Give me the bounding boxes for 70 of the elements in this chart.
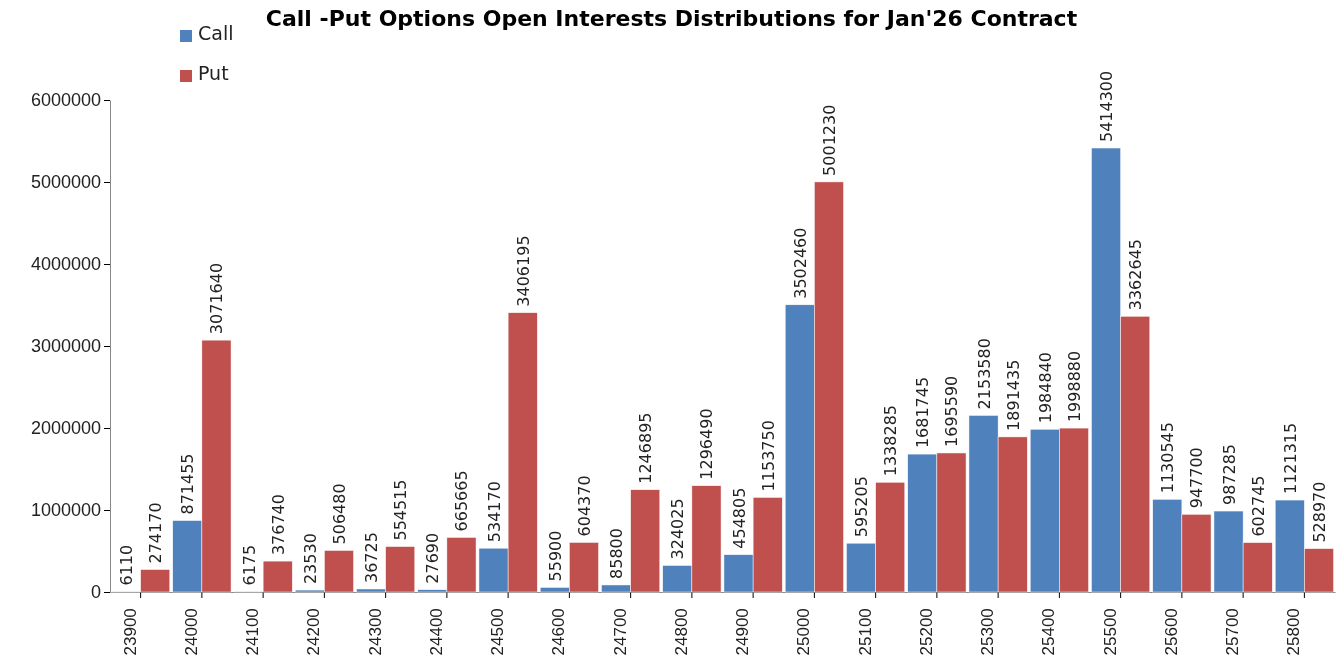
data-label: 376740 bbox=[268, 494, 288, 556]
data-label: 1246895 bbox=[636, 412, 656, 484]
y-tick-label: 4000000 bbox=[30, 254, 101, 275]
data-label: 871455 bbox=[178, 453, 198, 515]
y-tick-label: 3000000 bbox=[30, 336, 101, 357]
x-tick-label: 24900 bbox=[733, 608, 753, 656]
data-label: 1338285 bbox=[881, 404, 901, 477]
data-label: 1984840 bbox=[1035, 351, 1055, 424]
x-tick-label: 24300 bbox=[365, 608, 385, 656]
x-tick-label: 24400 bbox=[426, 608, 446, 656]
x-tick-label: 24700 bbox=[610, 608, 630, 656]
data-label: 2153580 bbox=[974, 338, 994, 410]
data-label: 36725 bbox=[362, 532, 382, 583]
data-label: 554515 bbox=[391, 479, 411, 541]
data-label: 1121315 bbox=[1280, 422, 1300, 495]
x-tick-label: 25300 bbox=[978, 608, 998, 656]
x-tick-label: 24200 bbox=[304, 608, 324, 656]
x-tick-label: 25800 bbox=[1284, 608, 1304, 656]
data-label: 5001230 bbox=[819, 104, 839, 176]
x-tick-label: 24000 bbox=[181, 608, 201, 656]
data-label: 947700 bbox=[1187, 447, 1207, 509]
y-tick-label: 2000000 bbox=[30, 418, 101, 439]
x-tick-label: 25000 bbox=[794, 608, 814, 656]
data-label: 987285 bbox=[1219, 443, 1239, 506]
data-label: 324025 bbox=[668, 498, 688, 560]
data-label: 23530 bbox=[300, 533, 320, 585]
data-label: 6175 bbox=[239, 544, 259, 586]
data-label: 665665 bbox=[452, 470, 472, 532]
data-label: 27690 bbox=[423, 532, 443, 584]
data-label: 1998880 bbox=[1064, 350, 1084, 423]
data-label: 454805 bbox=[729, 487, 749, 549]
x-tick-label: 24600 bbox=[549, 608, 569, 656]
y-tick-label: 0 bbox=[90, 582, 101, 603]
data-label: 1681745 bbox=[913, 376, 933, 449]
y-tick-label: 5000000 bbox=[30, 172, 101, 193]
data-label: 85800 bbox=[607, 528, 627, 579]
chart-title: Call -Put Options Open Interests Distributions for Jan'26 Contract bbox=[265, 6, 1078, 31]
data-label: 595205 bbox=[852, 476, 872, 538]
data-label: 506480 bbox=[329, 483, 349, 545]
x-tick-label: 24500 bbox=[488, 608, 508, 656]
x-tick-label: 25600 bbox=[1161, 608, 1181, 656]
x-tick-label: 25200 bbox=[916, 608, 936, 656]
x-tick-label: 25100 bbox=[855, 608, 875, 656]
data-label: 55900 bbox=[545, 530, 565, 582]
data-label: 3362645 bbox=[1126, 239, 1146, 311]
data-label: 3406195 bbox=[513, 235, 533, 307]
legend-label: Call bbox=[198, 22, 234, 44]
x-tick-label: 24100 bbox=[243, 608, 263, 656]
data-label: 1130545 bbox=[1158, 422, 1178, 494]
legend-label: Put bbox=[198, 62, 229, 84]
data-label: 274170 bbox=[146, 502, 166, 564]
data-label: 604370 bbox=[574, 475, 594, 537]
x-tick-label: 24800 bbox=[671, 608, 691, 656]
y-tick-label: 6000000 bbox=[30, 90, 101, 111]
data-label: 3502460 bbox=[790, 227, 810, 299]
x-tick-label: 25500 bbox=[1100, 608, 1120, 656]
data-label: 1153750 bbox=[758, 420, 778, 492]
x-tick-label: 25400 bbox=[1039, 608, 1059, 656]
data-label: 534170 bbox=[484, 481, 504, 543]
data-label: 602745 bbox=[1248, 475, 1268, 537]
data-label: 1296490 bbox=[697, 408, 717, 480]
x-tick-label: 25700 bbox=[1223, 608, 1243, 656]
data-label: 528970 bbox=[1309, 481, 1329, 543]
data-label: 5414300 bbox=[1097, 70, 1117, 143]
data-label: 1695590 bbox=[942, 375, 962, 447]
y-tick-label: 1000000 bbox=[30, 500, 101, 521]
data-label: 1891435 bbox=[1003, 359, 1023, 431]
x-tick-label: 23900 bbox=[120, 608, 140, 656]
data-label: 3071640 bbox=[207, 262, 227, 335]
data-label: 6110 bbox=[117, 544, 137, 586]
